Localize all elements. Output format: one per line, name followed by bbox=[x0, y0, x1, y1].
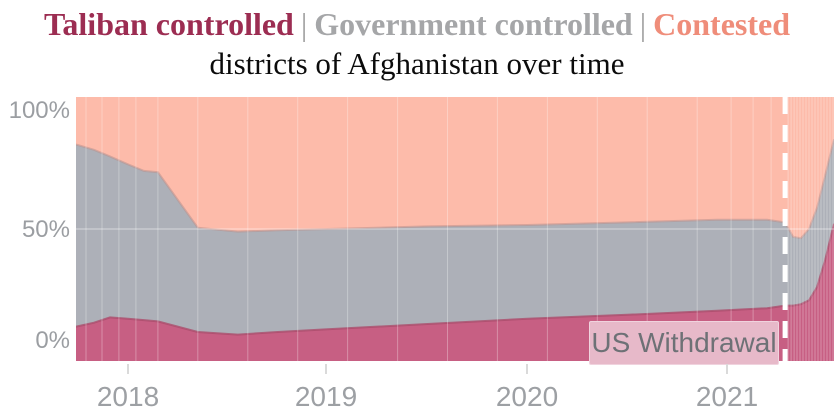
x-axis-tick-2019 bbox=[325, 364, 327, 374]
legend-taliban-label: Taliban controlled bbox=[44, 6, 294, 42]
plot-area bbox=[76, 97, 834, 361]
legend-contested-label: Contested bbox=[653, 6, 790, 42]
x-axis-tick-2021 bbox=[726, 364, 728, 374]
government-top-edge bbox=[76, 138, 834, 240]
us-withdrawal-annotation: US Withdrawal bbox=[589, 321, 779, 365]
chart-title-legend: Taliban controlled | Government controlled… bbox=[0, 4, 834, 44]
legend-separator: | bbox=[300, 6, 308, 42]
legend-government-label: Government controlled bbox=[314, 6, 633, 42]
contested-area bbox=[76, 97, 834, 239]
y-axis-label-100: 100% bbox=[8, 97, 70, 124]
taliban-top-edge bbox=[76, 223, 834, 336]
x-axis-tick-2018 bbox=[127, 364, 129, 374]
x-axis-label-2020: 2020 bbox=[495, 381, 559, 412]
x-axis-label-2021: 2021 bbox=[695, 381, 759, 412]
y-axis-label-0: 0% bbox=[35, 327, 70, 354]
chart-subtitle: districts of Afghanistan over time bbox=[209, 46, 625, 81]
y-axis-label-50: 50% bbox=[21, 216, 70, 243]
x-axis-label-2018: 2018 bbox=[96, 381, 160, 412]
legend-separator: | bbox=[639, 6, 647, 42]
x-axis-label-2019: 2019 bbox=[294, 381, 358, 412]
government-area bbox=[76, 139, 834, 335]
x-axis-tick-2020 bbox=[526, 364, 528, 374]
